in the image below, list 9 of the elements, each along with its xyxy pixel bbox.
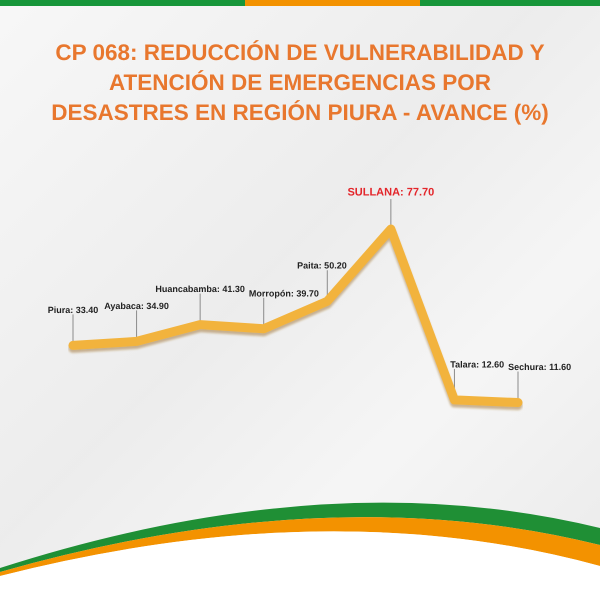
data-label: Talara: 12.60 xyxy=(450,359,504,370)
annotation: SULLANA: 77.70 xyxy=(347,186,434,199)
data-label: Piura: 33.40 xyxy=(48,304,98,315)
data-label: Sechura: 11.60 xyxy=(508,362,572,372)
data-label: Ayabaca: 34.90 xyxy=(104,300,169,311)
data-label: Paita: 50.20 xyxy=(297,260,347,271)
chart-title: CP 068: REDUCCIÓN DE VULNERABILIDAD Y ATENCIÓN DE EMERGENCIAS POR DESASTRES EN REGIÓN PIURA - AVANCE (%) xyxy=(50,39,550,127)
data-label: Huancabamba: 41.30 xyxy=(155,284,245,294)
data-label: Morropón: 39.70 xyxy=(248,288,319,298)
